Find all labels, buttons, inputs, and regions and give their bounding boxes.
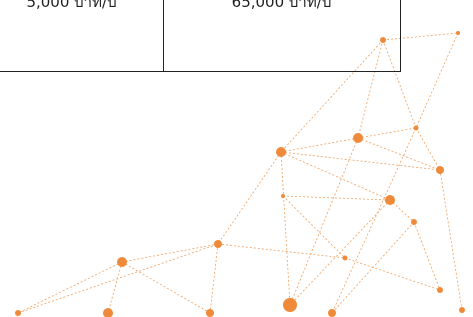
cell-text: 5,000 บาท/ปี: [0, 0, 163, 14]
cell-text: 65,000 บาท/ปี: [163, 0, 400, 14]
network-nodes: [15, 31, 465, 317]
table-cell: 65,000 บาท/ปี: [163, 0, 401, 72]
table-cell: 5,000 บาท/ปี: [0, 0, 164, 72]
page: {"table": {"rows": [["5,000 บาท/ปี", "65…: [0, 0, 473, 317]
network-lines: [18, 33, 462, 313]
